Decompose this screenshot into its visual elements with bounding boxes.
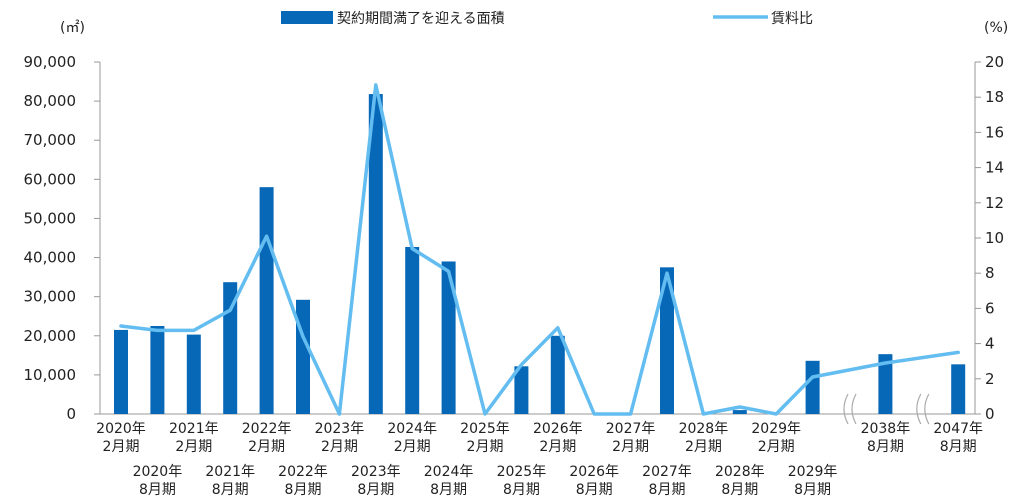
x-tick-label-year: 2025年 [497,464,547,480]
x-tick-label-period: 8月期 [576,482,613,498]
x-tick-label-year: 2047年 [933,421,983,437]
right-tick-label: 20 [985,53,1004,71]
bar [114,329,128,414]
left-tick-label: 50,000 [24,209,77,227]
x-tick-label-year: 2026年 [533,421,583,437]
x-tick-label-period: 2月期 [103,439,140,455]
bar-series [114,94,966,415]
x-tick-label-period: 2月期 [321,439,358,455]
right-tick-label: 12 [985,194,1004,212]
bar [441,261,456,414]
bar [259,187,274,414]
x-tick-label-year: 2038年 [861,421,911,437]
x-axis-labels: 2020年 2月期 2020年 8月期 2021年 2月期 2021年 8月期 2022年 2月期… [96,421,983,498]
x-tick-label-year: 2026年 [569,464,619,480]
x-tick-label-period: 2月期 [248,439,285,455]
x-tick-label-period: 8月期 [649,482,686,498]
x-tick-label-period: 8月期 [285,482,322,498]
left-tick-label: 30,000 [24,288,77,306]
right-tick-label: 14 [985,159,1004,177]
bar [186,334,201,414]
x-tick-label-period: 2月期 [612,439,649,455]
right-tick-label: 16 [985,123,1004,141]
legend-bar-label: 契約期間満了を迎える面積 [337,11,505,27]
axis-break-mark [916,393,922,425]
right-tick-label: 4 [985,335,995,353]
x-tick-label-period: 8月期 [721,482,758,498]
x-tick-label-year: 2029年 [788,464,838,480]
x-tick-label-year: 2021年 [169,421,219,437]
right-axis: 0 2 4 6 8 10 12 14 16 18 20 [974,53,1004,423]
x-tick-label-year: 2022年 [242,421,292,437]
right-tick-label: 18 [985,88,1004,106]
x-tick-label-year: 2023年 [315,421,365,437]
bar [514,366,529,414]
axis-break-mark [843,393,849,425]
x-tick-label-year: 2022年 [278,464,328,480]
x-tick-label-year: 2024年 [424,464,474,480]
axis-break-mark [851,393,857,425]
bar [296,299,310,414]
left-tick-label: 90,000 [24,53,77,71]
x-tick-label-year: 2029年 [751,421,801,437]
x-tick-label-year: 2020年 [133,464,183,480]
bar [150,326,165,414]
axis-break-mark [924,393,930,425]
x-tick-label-year: 2023年 [351,464,401,480]
x-tick-label-year: 2027年 [606,421,656,437]
x-tick-label-period: 2月期 [758,439,795,455]
left-tick-label: 40,000 [24,249,77,267]
line-series [119,83,960,416]
bar [951,364,966,414]
left-tick-label: 60,000 [24,170,77,188]
x-tick-label-period: 8月期 [794,482,831,498]
x-tick-label-year: 2024年 [387,421,437,437]
legend-line-label: 賃料比 [771,11,813,27]
legend-bar-swatch [281,11,333,24]
left-tick-label: 10,000 [24,366,77,384]
x-tick-label-period: 8月期 [503,482,540,498]
x-tick-label-year: 2025年 [460,421,510,437]
x-tick-label-year: 2027年 [642,464,692,480]
x-tick-label-period: 8月期 [139,482,176,498]
right-tick-label: 0 [985,405,995,423]
bar [732,410,747,414]
x-tick-label-year: 2021年 [205,464,255,480]
left-tick-label: 20,000 [24,327,77,345]
x-tick-label-period: 2月期 [394,439,431,455]
right-tick-label: 2 [985,370,995,388]
right-tick-label: 8 [985,264,995,282]
x-tick-label-period: 8月期 [867,439,904,455]
bar [805,360,820,414]
legend: 契約期間満了を迎える面積 賃料比 [281,11,813,27]
right-axis-unit: (%) [984,20,1008,36]
x-tick-label-period: 2月期 [539,439,576,455]
bar [368,94,383,415]
bar [660,267,674,414]
left-axis-unit: (㎡) [60,20,85,36]
x-tick-label-year: 2028年 [715,464,765,480]
left-axis: 0 10,000 20,000 30,000 40,000 50,000 60,000 70,… [24,53,975,423]
bar [550,335,565,414]
x-tick-label-period: 8月期 [940,439,977,455]
bar [878,354,893,414]
x-tick-label-period: 8月期 [357,482,394,498]
axis-breaks [843,393,930,425]
x-tick-label-period: 2月期 [685,439,722,455]
bar [405,246,420,414]
x-tick-label-year: 2020年 [96,421,146,437]
x-tick-label-period: 8月期 [212,482,249,498]
rent-ratio-line [119,83,960,416]
left-tick-label: 70,000 [24,131,77,149]
left-tick-label: 80,000 [24,92,77,110]
left-tick-label: 0 [66,405,76,423]
x-tick-label-year: 2028年 [679,421,729,437]
right-tick-label: 10 [985,229,1004,247]
right-tick-label: 6 [985,299,995,317]
x-tick-label-period: 8月期 [430,482,467,498]
bar [223,282,238,414]
x-tick-label-period: 2月期 [467,439,504,455]
x-tick-label-period: 2月期 [175,439,212,455]
